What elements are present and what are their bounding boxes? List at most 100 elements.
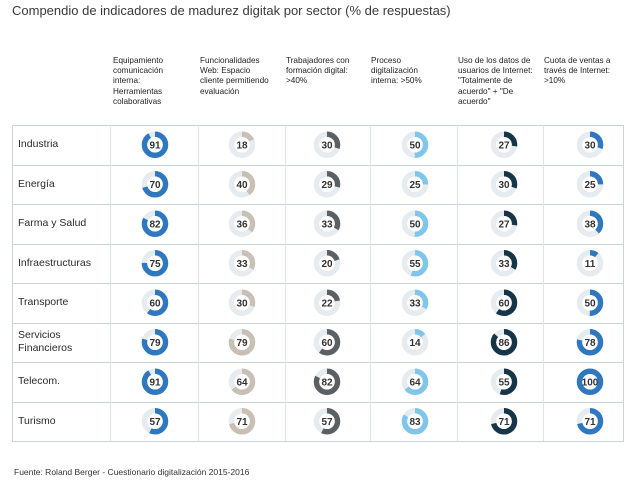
donut-hole xyxy=(582,374,598,390)
donut-mark: 78 xyxy=(576,329,604,356)
data-label: 38 xyxy=(584,219,596,230)
data-label: 30 xyxy=(236,298,248,309)
donut-hole xyxy=(147,413,163,429)
data-label: 79 xyxy=(149,338,161,349)
donut-mark: 30 xyxy=(228,289,256,316)
donut-hole xyxy=(407,176,423,192)
column-header-5: Uso de los datos de usuarios de Internet… xyxy=(458,56,533,106)
row-divider xyxy=(12,204,624,205)
donut-fill xyxy=(401,329,429,356)
donut-mark: 82 xyxy=(141,210,169,237)
column-divider xyxy=(543,125,544,441)
donut-hole xyxy=(234,137,250,153)
data-label: 50 xyxy=(409,219,421,230)
row-divider xyxy=(12,243,624,245)
donut-hole xyxy=(582,255,598,271)
donut-mark: 33 xyxy=(490,250,518,277)
data-label: 55 xyxy=(498,377,510,388)
donut-fill xyxy=(576,289,604,316)
donut-mark: 27 xyxy=(490,210,518,237)
data-label: 83 xyxy=(409,417,421,428)
donut-hole xyxy=(319,334,335,350)
donut-hole xyxy=(582,295,598,311)
donut-fill xyxy=(313,368,341,395)
row-label: Turismo xyxy=(18,414,56,427)
donut-hole xyxy=(147,255,163,271)
donut-mark: 100 xyxy=(576,368,604,395)
donut-fill xyxy=(576,250,604,277)
donut-fill xyxy=(401,131,429,158)
donut-fill xyxy=(490,289,518,316)
donut-mark: 91 xyxy=(141,131,169,158)
donut-fill xyxy=(228,289,256,316)
donut-fill xyxy=(490,171,518,198)
data-label: 14 xyxy=(409,338,421,349)
data-label: 25 xyxy=(584,180,596,191)
donut-mark: 11 xyxy=(576,250,604,277)
donut-mark: 50 xyxy=(401,210,429,237)
data-label: 82 xyxy=(321,377,333,388)
donut-hole xyxy=(147,295,163,311)
donut-hole xyxy=(234,255,250,271)
data-label: 70 xyxy=(149,180,161,191)
donut-fill xyxy=(490,368,518,395)
donut-fill xyxy=(141,250,169,277)
row-divider xyxy=(12,125,624,126)
data-label: 27 xyxy=(498,219,510,230)
donut-hole xyxy=(496,255,512,271)
donut-fill xyxy=(141,131,169,158)
row-label: Industria xyxy=(18,138,59,151)
donut-mark: 91 xyxy=(141,368,169,395)
donut-fill xyxy=(401,210,429,237)
donut-hole xyxy=(147,334,163,350)
data-label: 75 xyxy=(149,259,161,270)
donut-mark: 29 xyxy=(313,171,341,198)
donut-fill xyxy=(141,408,169,435)
column-divider xyxy=(457,125,458,441)
data-label: 86 xyxy=(498,338,510,349)
donut-hole xyxy=(582,334,598,350)
donut-mark: 83 xyxy=(401,408,429,435)
donut-fill xyxy=(313,329,341,356)
column-divider xyxy=(110,125,111,441)
donut-fill xyxy=(228,131,256,158)
column-header-3: Trabajadores con formación digital: >40% xyxy=(286,56,350,86)
donut-mark: 30 xyxy=(313,131,341,158)
donut-mark: 18 xyxy=(228,131,256,158)
column-divider xyxy=(198,125,199,441)
donut-mark: 33 xyxy=(313,210,341,237)
donut-hole xyxy=(407,216,423,232)
donut-mark: 30 xyxy=(576,131,604,158)
donut-mark: 75 xyxy=(141,250,169,277)
donut-fill xyxy=(401,289,429,316)
donut-fill xyxy=(141,329,169,356)
donut-fill xyxy=(401,408,429,435)
donut-fill xyxy=(401,250,429,277)
row-divider xyxy=(12,401,624,403)
data-label: 57 xyxy=(149,417,161,428)
data-label: 27 xyxy=(498,140,510,151)
donut-hole xyxy=(407,413,423,429)
donut-mark: 30 xyxy=(490,171,518,198)
chart-title: Compendio de indicadores de madurez digi… xyxy=(12,3,451,18)
donut-fill xyxy=(313,131,341,158)
donut-fill xyxy=(490,408,518,435)
data-label: 40 xyxy=(236,180,248,191)
donut-hole xyxy=(319,255,335,271)
donut-hole xyxy=(234,334,250,350)
data-label: 60 xyxy=(149,298,161,309)
data-label: 22 xyxy=(321,298,333,309)
donut-fill xyxy=(490,210,518,237)
donut-mark: 50 xyxy=(401,131,429,158)
data-label: 78 xyxy=(584,338,596,349)
donut-fill xyxy=(313,250,341,277)
donut-hole xyxy=(319,374,335,390)
donut-mark: 33 xyxy=(228,250,256,277)
column-header-2: Funcionalidades Web: Espacio cliente per… xyxy=(200,56,269,96)
column-divider xyxy=(370,125,371,441)
donut-fill xyxy=(576,171,604,198)
row-divider xyxy=(12,322,624,324)
donut-fill xyxy=(313,289,341,316)
data-label: 55 xyxy=(409,259,421,270)
donut-hole xyxy=(582,176,598,192)
